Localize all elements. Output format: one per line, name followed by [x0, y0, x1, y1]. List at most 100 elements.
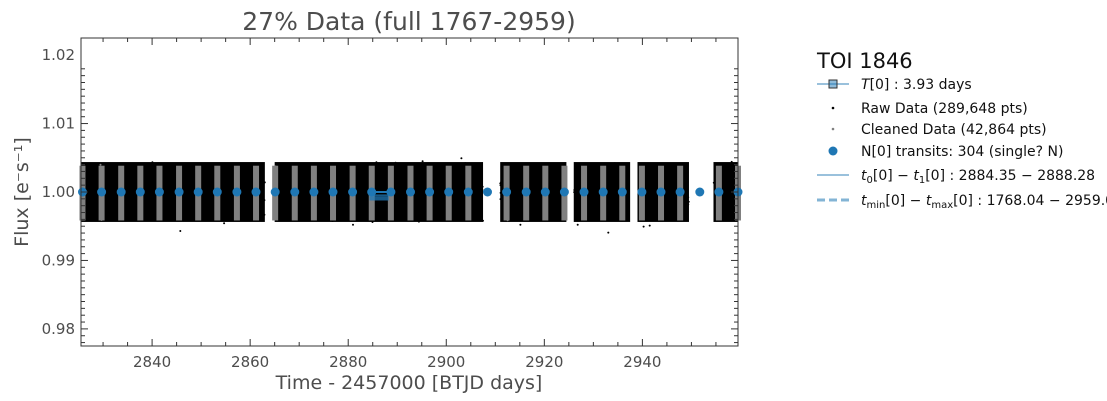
raw-data-point — [598, 203, 601, 206]
cleaned-data-point — [660, 200, 663, 203]
raw-data-point — [222, 200, 225, 203]
raw-data-point — [242, 172, 245, 175]
cleaned-data-point — [237, 197, 240, 200]
cleaned-data-point — [561, 182, 564, 185]
cleaned-data-point — [678, 180, 681, 183]
raw-data-point — [479, 189, 482, 192]
raw-data-point — [440, 179, 443, 182]
raw-data-point — [114, 182, 117, 185]
raw-data-point — [239, 202, 242, 205]
raw-data-point — [300, 189, 303, 192]
raw-data-point — [146, 187, 149, 190]
raw-data-point — [420, 191, 423, 194]
raw-data-point — [416, 188, 419, 191]
raw-data-point — [499, 184, 502, 187]
raw-data-point — [226, 188, 229, 191]
raw-data-point — [730, 194, 733, 197]
cleaned-data-point — [314, 197, 317, 200]
raw-data-point — [730, 198, 733, 201]
cleaned-data-point — [217, 206, 220, 209]
cleaned-data-point — [234, 201, 237, 204]
raw-data-point — [105, 176, 108, 179]
raw-data-point — [205, 197, 208, 200]
cleaned-data-point — [158, 183, 161, 186]
raw-data-point — [559, 215, 562, 218]
cleaned-data-point — [313, 176, 316, 179]
raw-data-point — [520, 178, 523, 181]
raw-data-point — [174, 194, 176, 197]
raw-data-point — [440, 189, 443, 192]
raw-data-point — [223, 190, 226, 193]
raw-data-point — [171, 178, 173, 181]
raw-data-point — [207, 171, 210, 174]
raw-data-point — [173, 198, 176, 201]
raw-data-point — [111, 181, 114, 184]
raw-data-point — [537, 186, 539, 189]
raw-data-point — [511, 175, 514, 178]
cleaned-data-point — [600, 213, 603, 216]
raw-data-point — [208, 192, 211, 195]
raw-data-point — [172, 177, 175, 180]
raw-data-point — [477, 195, 480, 198]
cleaned-data-point — [195, 204, 198, 207]
raw-data-point — [646, 182, 649, 184]
chart-title: 27% Data (full 1767-2959) — [242, 7, 575, 36]
cleaned-data-point — [601, 170, 604, 173]
raw-data-point — [396, 195, 399, 198]
raw-data-point — [321, 184, 324, 187]
cleaned-data-point — [389, 203, 392, 206]
cleaned-data-point — [467, 181, 470, 184]
cleaned-data-point — [563, 184, 566, 187]
transit-marker — [270, 187, 280, 197]
raw-data-point — [320, 171, 323, 174]
cleaned-data-point — [679, 203, 682, 205]
cleaned-data-point — [158, 179, 160, 182]
raw-data-point — [443, 186, 446, 189]
raw-data-point — [163, 209, 166, 212]
raw-data-point — [454, 186, 457, 188]
transit-marker — [559, 187, 569, 197]
raw-data-point — [725, 176, 728, 179]
raw-data-point — [263, 213, 266, 216]
raw-data-point — [550, 188, 553, 191]
raw-data-point — [460, 157, 463, 160]
cleaned-data-point — [449, 199, 452, 202]
cleaned-data-point — [738, 196, 741, 199]
raw-data-point — [458, 177, 461, 180]
raw-data-point — [454, 190, 457, 193]
raw-data-point — [377, 171, 380, 174]
transit-marker — [232, 187, 242, 197]
raw-data-point — [244, 183, 247, 186]
raw-data-point — [671, 209, 674, 212]
cleaned-data-point — [179, 177, 182, 179]
raw-data-point — [499, 191, 502, 194]
cleaned-data-point — [350, 201, 353, 204]
raw-data-point — [424, 170, 427, 173]
cleaned-data-point — [659, 174, 662, 177]
cleaned-data-point — [118, 204, 121, 207]
raw-data-point — [105, 202, 107, 205]
raw-data-point — [417, 176, 419, 179]
raw-data-point — [453, 195, 456, 198]
raw-data-point — [499, 182, 502, 185]
raw-data-point — [86, 198, 89, 201]
raw-data-point — [683, 214, 686, 217]
cleaned-data-point — [179, 211, 182, 214]
raw-data-point — [417, 172, 420, 175]
cleaned-data-point — [332, 184, 335, 187]
raw-data-point — [593, 179, 595, 181]
raw-data-point — [475, 176, 478, 179]
raw-data-point — [302, 199, 305, 202]
raw-data-point — [91, 186, 94, 189]
raw-data-point — [223, 188, 226, 191]
raw-data-point — [538, 190, 541, 193]
legend-entry: Raw Data (289,648 pts) — [831, 101, 1028, 117]
raw-data-point — [529, 186, 532, 189]
raw-data-point — [443, 199, 446, 202]
raw-data-point — [642, 225, 645, 228]
cleaned-data-point — [235, 197, 238, 200]
raw-data-point — [124, 187, 127, 190]
raw-data-point — [552, 211, 554, 214]
raw-data-point — [612, 187, 615, 190]
cleaned-data-point — [466, 173, 469, 176]
